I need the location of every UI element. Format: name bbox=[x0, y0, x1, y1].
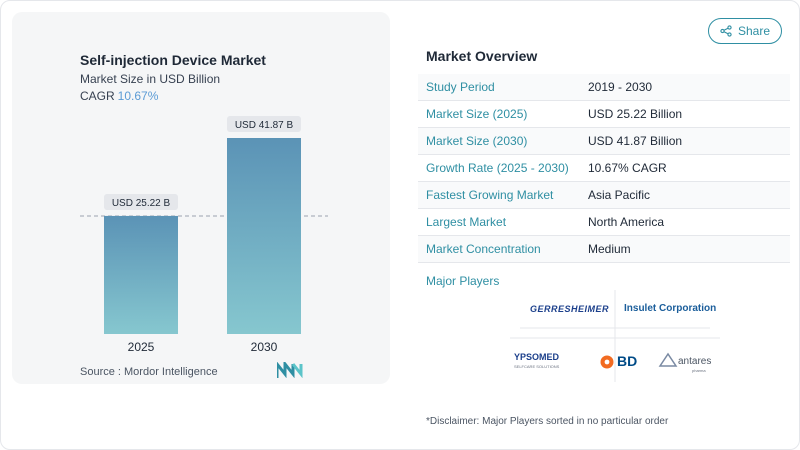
disclaimer-text: *Disclaimer: Major Players sorted in no … bbox=[426, 416, 669, 427]
overview-row-value: North America bbox=[588, 215, 665, 229]
overview-row-value: Asia Pacific bbox=[588, 188, 651, 202]
overview-row-key: Growth Rate (2025 - 2030) bbox=[426, 161, 569, 175]
overview-row-key: Market Size (2030) bbox=[426, 134, 528, 148]
x-tick-label: 2030 bbox=[251, 340, 278, 354]
ypsomed-sub-text: SELFCARE SOLUTIONS bbox=[514, 364, 560, 369]
chart-cagr: CAGR 10.67% bbox=[80, 89, 158, 103]
overview-row: Market Size (2030) USD 41.87 Billion bbox=[418, 128, 790, 155]
overview-row-key: Market Concentration bbox=[426, 242, 541, 256]
overview-row: Market Concentration Medium bbox=[418, 236, 790, 263]
overview-row-key: Fastest Growing Market bbox=[426, 188, 554, 202]
bd-sunburst-icon bbox=[600, 355, 614, 369]
chart-card bbox=[12, 12, 390, 384]
overview-table: Study Period 2019 - 2030 Market Size (2025… bbox=[418, 74, 790, 263]
chart-title: Self-injection Device Market bbox=[80, 52, 266, 68]
players-connector-lines bbox=[510, 290, 720, 382]
overview-row: Largest Market North America bbox=[418, 209, 790, 236]
data-label: USD 25.22 B bbox=[112, 198, 171, 209]
overview-row-value: 2019 - 2030 bbox=[588, 80, 653, 94]
antares-logo: antares bbox=[678, 356, 712, 367]
data-label-bg bbox=[227, 116, 301, 132]
data-label-bg bbox=[104, 193, 178, 210]
insulet-logo: Insulet Corporation bbox=[624, 303, 717, 314]
share-icon bbox=[720, 25, 732, 37]
major-players-label: Major Players bbox=[426, 274, 500, 288]
overview-row-value: USD 25.22 Billion bbox=[588, 107, 683, 121]
overview-row: Market Size (2025) USD 25.22 Billion bbox=[418, 101, 790, 128]
overview-row-key: Market Size (2025) bbox=[426, 107, 528, 121]
bd-logo: BD bbox=[617, 353, 638, 369]
overview-row-value: USD 41.87 Billion bbox=[588, 134, 683, 148]
overview-row-value: 10.67% CAGR bbox=[588, 161, 667, 175]
x-tick-label: 2025 bbox=[128, 340, 155, 354]
mordor-intelligence-logo bbox=[277, 362, 303, 378]
overview-row-key: Largest Market bbox=[426, 215, 507, 229]
antares-mark-icon bbox=[658, 352, 678, 367]
data-label: USD 41.87 B bbox=[235, 120, 294, 131]
bar-2025 bbox=[104, 215, 178, 334]
cagr-label: CAGR bbox=[80, 89, 115, 103]
bar-2030 bbox=[227, 138, 301, 334]
overview-row-key: Study Period bbox=[426, 80, 495, 94]
overview-row: Growth Rate (2025 - 2030) 10.67% CAGR bbox=[418, 155, 790, 182]
overview-row: Study Period 2019 - 2030 bbox=[418, 74, 790, 101]
bar-chart: USD 25.22 B 2025 USD 41.87 B 2030 bbox=[80, 116, 328, 354]
share-label: Share bbox=[737, 24, 771, 38]
chart-subtitle: Market Size in USD Billion bbox=[80, 72, 221, 86]
overview-row: Fastest Growing Market Asia Pacific bbox=[418, 182, 790, 209]
cagr-value: 10.67% bbox=[117, 89, 159, 103]
share-button[interactable]: Share bbox=[708, 18, 782, 44]
major-players-logos: GERRESHEIMER Insulet Corporation YPSOMED… bbox=[510, 290, 720, 382]
gerresheimer-logo: GERRESHEIMER bbox=[530, 304, 610, 314]
overview-title: Market Overview bbox=[426, 48, 538, 64]
overview-row-value: Medium bbox=[588, 242, 631, 256]
ypsomed-logo: YPSOMED bbox=[514, 352, 560, 362]
antares-sub-text: pharma bbox=[692, 368, 706, 373]
source-text: Source : Mordor Intelligence bbox=[80, 366, 218, 378]
